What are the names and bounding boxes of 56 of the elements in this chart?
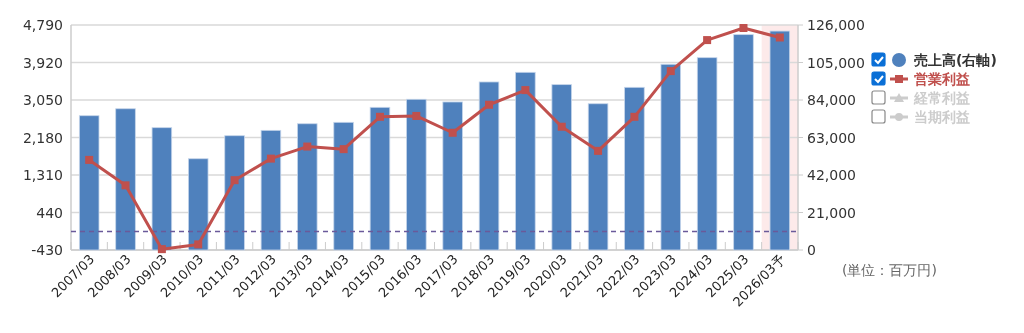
bar	[333, 121, 354, 251]
y-tick-label: 1,310	[22, 167, 63, 183]
bar	[297, 123, 318, 251]
legend-label: 売上高(右軸)	[914, 52, 997, 68]
y2-tick-label: 126,000	[807, 17, 865, 33]
bar	[515, 71, 536, 251]
point	[339, 145, 348, 154]
point	[194, 240, 203, 249]
bar	[224, 135, 245, 251]
point	[448, 128, 457, 137]
y-tick-label: -430	[31, 242, 63, 258]
y2-tick-label: 42,000	[807, 167, 856, 183]
y2-tick-label: 105,000	[807, 54, 865, 71]
y-tick-label: 3,920	[22, 54, 63, 71]
y-tick-label: 440	[36, 204, 63, 221]
point	[121, 181, 130, 190]
point	[375, 112, 384, 121]
bar	[551, 84, 572, 251]
y2-tick-label: 21,000	[807, 204, 856, 221]
bar	[260, 129, 282, 251]
bar	[369, 106, 391, 251]
point	[85, 155, 94, 164]
point	[157, 245, 166, 254]
point	[666, 67, 675, 76]
point	[230, 176, 239, 185]
bar	[78, 115, 100, 251]
point	[630, 112, 639, 121]
point	[557, 122, 566, 131]
bar	[660, 63, 681, 251]
point	[775, 33, 784, 42]
bar	[188, 158, 209, 251]
point	[739, 24, 748, 33]
bar	[733, 34, 754, 251]
point	[521, 86, 530, 95]
y-tick-label: 4,790	[22, 17, 63, 33]
bar	[478, 81, 500, 251]
point	[485, 100, 494, 109]
y-tick-label: 3,050	[22, 92, 63, 108]
legend-label: 営業利益	[914, 71, 970, 87]
point	[703, 36, 712, 45]
bar	[115, 108, 136, 251]
text: (単位：百万円)	[842, 262, 937, 278]
bar	[442, 101, 463, 251]
y2-tick-label: 0	[807, 242, 816, 258]
point	[594, 146, 603, 155]
point	[266, 154, 275, 163]
y2-tick-label: 63,000	[807, 129, 856, 146]
bar	[696, 57, 718, 251]
point	[303, 142, 312, 151]
bar	[587, 103, 609, 251]
point	[412, 111, 421, 120]
y-tick-label: 2,180	[22, 129, 63, 146]
bar	[151, 127, 173, 251]
y2-tick-label: 84,000	[807, 92, 856, 108]
bar	[624, 86, 645, 251]
bar	[406, 98, 427, 251]
